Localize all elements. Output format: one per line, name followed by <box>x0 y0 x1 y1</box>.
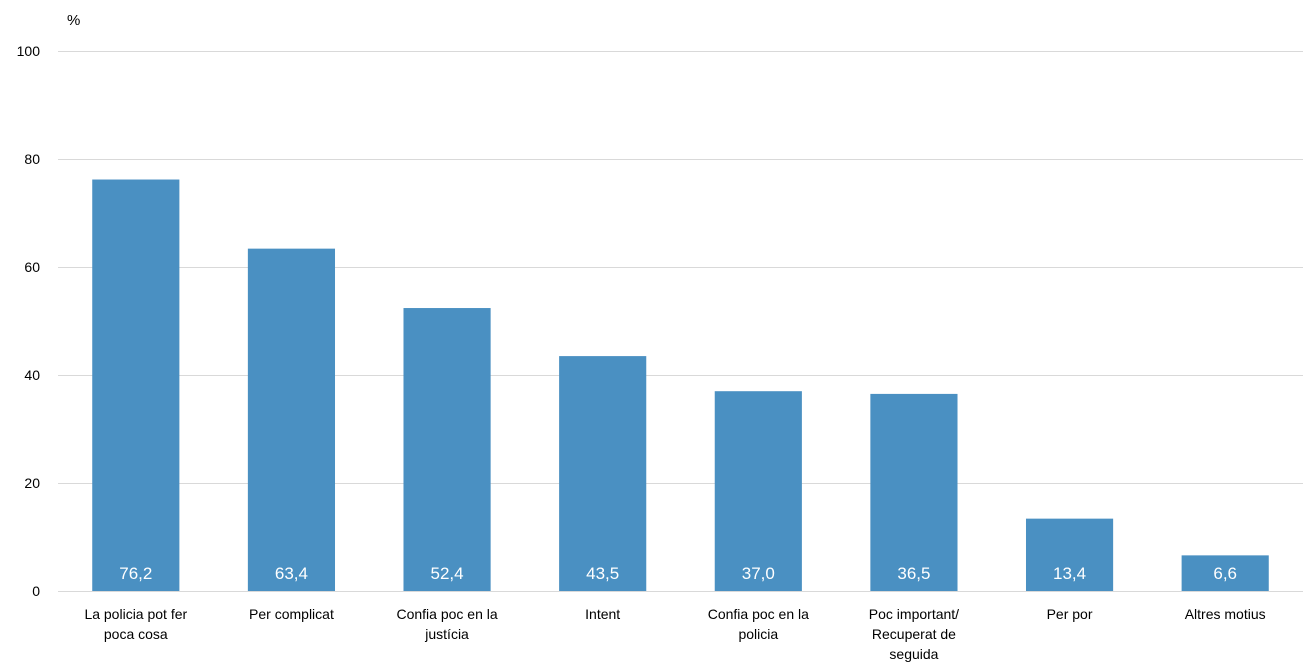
x-category-label: poca cosa <box>104 626 168 642</box>
bar <box>559 356 647 591</box>
x-category-label: Recuperat de <box>872 626 956 642</box>
x-category-label: seguida <box>889 646 938 662</box>
x-axis-labels: La policia pot fer poca cosa Per complicat… <box>84 606 1265 662</box>
bar <box>403 308 491 591</box>
x-category-label: Confia poc en la <box>708 606 809 622</box>
x-category-label: Confia poc en la <box>396 606 497 622</box>
bar-value-label: 52,4 <box>431 564 464 583</box>
bar-value-label: 13,4 <box>1053 564 1086 583</box>
bar <box>870 393 958 591</box>
y-tick-label: 20 <box>24 475 40 491</box>
y-tick-label: 0 <box>32 583 40 599</box>
x-category-label: Altres motius <box>1185 606 1266 622</box>
y-axis-ticks: 0 20 40 60 80 100 <box>17 43 41 599</box>
bar <box>247 248 336 591</box>
x-category-label: Intent <box>585 606 620 622</box>
bar <box>1025 518 1114 591</box>
gridlines <box>58 51 1303 592</box>
bars <box>92 179 1269 591</box>
bar-value-label: 6,6 <box>1213 564 1237 583</box>
bar-value-label: 37,0 <box>742 564 775 583</box>
x-category-label: Per por <box>1047 606 1093 622</box>
bar-value-label: 76,2 <box>119 564 152 583</box>
bar-value-label: 63,4 <box>275 564 308 583</box>
bar-value-label: 36,5 <box>897 564 930 583</box>
bar <box>714 391 802 591</box>
y-tick-label: 80 <box>24 151 40 167</box>
y-tick-label: 40 <box>24 367 40 383</box>
x-category-label: policia <box>738 626 778 642</box>
y-tick-label: 60 <box>24 259 40 275</box>
x-category-label: La policia pot fer <box>84 606 187 622</box>
x-category-label: Per complicat <box>249 606 334 622</box>
value-labels: 76,2 63,4 52,4 43,5 37,0 36,5 13,4 6,6 <box>119 564 1237 583</box>
bar <box>1181 555 1269 591</box>
x-category-label: Poc important/ <box>869 606 959 622</box>
y-axis-unit-label: % <box>67 12 80 29</box>
bar <box>92 179 180 591</box>
x-category-label: justícia <box>424 626 469 642</box>
bar-value-label: 43,5 <box>586 564 619 583</box>
y-tick-label: 100 <box>17 43 41 59</box>
